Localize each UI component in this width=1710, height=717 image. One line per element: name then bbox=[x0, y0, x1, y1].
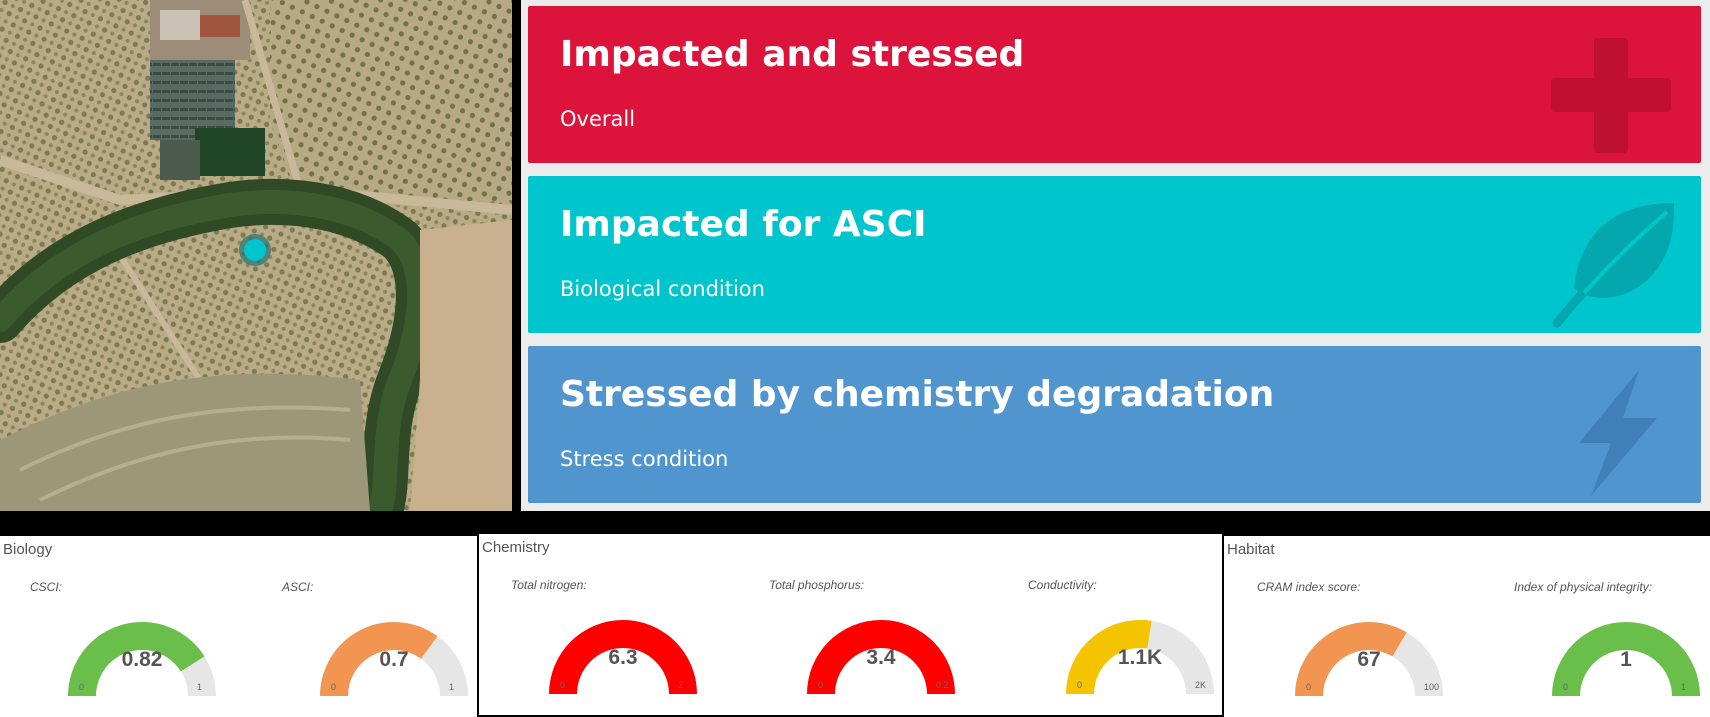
gauge-min: 0 bbox=[1306, 682, 1312, 692]
gauge-fill bbox=[549, 619, 697, 694]
gauge-max: 2K bbox=[1195, 680, 1207, 690]
gauge-label: CSCI: bbox=[30, 580, 63, 594]
gauge-max: 1 bbox=[197, 682, 203, 692]
card-title: Stressed by chemistry degradation bbox=[560, 374, 1275, 415]
gauge-min: 0 bbox=[1563, 682, 1569, 692]
gauge-arc bbox=[1295, 622, 1443, 696]
gauge: Index of physical integrity: 1 0 1 bbox=[1514, 580, 1710, 710]
leaf-icon bbox=[1552, 203, 1674, 328]
overall-condition-card: Impacted and stressed Overall bbox=[528, 6, 1701, 163]
gauge: Conductivity: 1.1K 0 2K bbox=[1028, 578, 1228, 708]
gauge-fill bbox=[807, 619, 955, 694]
gauge-label: Total nitrogen: bbox=[511, 578, 587, 592]
biology-section: Biology CSCI: 0.82 0 1 ASCI: 0.7 0 1 bbox=[0, 536, 477, 717]
gauge-max: 0.2 bbox=[936, 680, 949, 690]
gauge-max: 100 bbox=[1424, 682, 1440, 692]
gauge-value: 67 bbox=[1357, 648, 1381, 671]
stress-condition-card: Stressed by chemistry degradation Stress… bbox=[528, 346, 1701, 503]
chemistry-section: Chemistry Total nitrogen: 6.3 0 2 Total phos… bbox=[479, 534, 1222, 715]
gauge-fill bbox=[68, 622, 205, 696]
gauge-min: 0 bbox=[1077, 680, 1083, 690]
gauge: CRAM index score: 67 0 100 bbox=[1257, 580, 1457, 710]
gauge-fill bbox=[1552, 621, 1700, 696]
lightning-icon bbox=[1579, 370, 1657, 496]
gauge-min: 0 bbox=[331, 682, 337, 692]
gauge-min: 0 bbox=[818, 680, 824, 690]
section-title: Chemistry bbox=[482, 539, 550, 556]
gauge-fill bbox=[1295, 622, 1407, 696]
gauge-label: CRAM index score: bbox=[1257, 580, 1361, 594]
gauge-arc bbox=[1552, 621, 1700, 696]
gauge: Total nitrogen: 6.3 0 2 bbox=[511, 578, 711, 708]
gauge-label: Index of physical integrity: bbox=[1514, 580, 1653, 594]
section-title: Biology bbox=[3, 541, 53, 558]
site-marker[interactable] bbox=[244, 239, 266, 261]
gauge-value: 0.7 bbox=[379, 648, 409, 671]
gauge-value: 1.1K bbox=[1117, 646, 1163, 669]
gauge-arc bbox=[549, 619, 697, 694]
gauge-arc bbox=[1066, 620, 1214, 694]
card-subtitle: Biological condition bbox=[560, 277, 765, 301]
card-subtitle: Stress condition bbox=[560, 447, 729, 471]
gauge-fill bbox=[320, 622, 438, 696]
condition-cards-panel: Impacted and stressed Overall Impacted f… bbox=[521, 0, 1710, 511]
satellite-imagery bbox=[0, 0, 512, 511]
gauge-arc bbox=[807, 619, 955, 694]
gauge-max: 1 bbox=[1681, 682, 1687, 692]
card-title: Impacted and stressed bbox=[560, 34, 1025, 75]
gauge-min: 0 bbox=[560, 680, 566, 690]
gauge-max: 1 bbox=[449, 682, 455, 692]
gauge: ASCI: 0.7 0 1 bbox=[282, 580, 482, 710]
gauge-value: 6.3 bbox=[608, 646, 638, 669]
habitat-section: Habitat CRAM index score: 67 0 100 Index of … bbox=[1224, 536, 1710, 717]
gauge: Total phosphorus: 3.4 0 0.2 bbox=[769, 578, 969, 708]
gauge-value: 0.82 bbox=[121, 648, 163, 671]
card-subtitle: Overall bbox=[560, 107, 636, 131]
gauge: CSCI: 0.82 0 1 bbox=[30, 580, 230, 710]
biological-condition-card: Impacted for ASCI Biological condition bbox=[528, 176, 1701, 333]
gauge-value: 1 bbox=[1620, 648, 1632, 671]
section-title: Habitat bbox=[1227, 541, 1275, 558]
gauge-max: 2 bbox=[678, 680, 684, 690]
card-title: Impacted for ASCI bbox=[560, 204, 927, 245]
gauge-value: 3.4 bbox=[866, 646, 896, 669]
gauge-arc bbox=[68, 622, 216, 696]
gauge-label: Total phosphorus: bbox=[769, 578, 864, 592]
gauge-min: 0 bbox=[79, 682, 85, 692]
satellite-map[interactable] bbox=[0, 0, 512, 511]
gauge-label: ASCI: bbox=[282, 580, 314, 594]
gauge-label: Conductivity: bbox=[1028, 578, 1097, 592]
gauge-fill bbox=[1066, 620, 1152, 694]
plus-icon bbox=[1551, 38, 1671, 153]
gauge-arc bbox=[320, 622, 468, 696]
